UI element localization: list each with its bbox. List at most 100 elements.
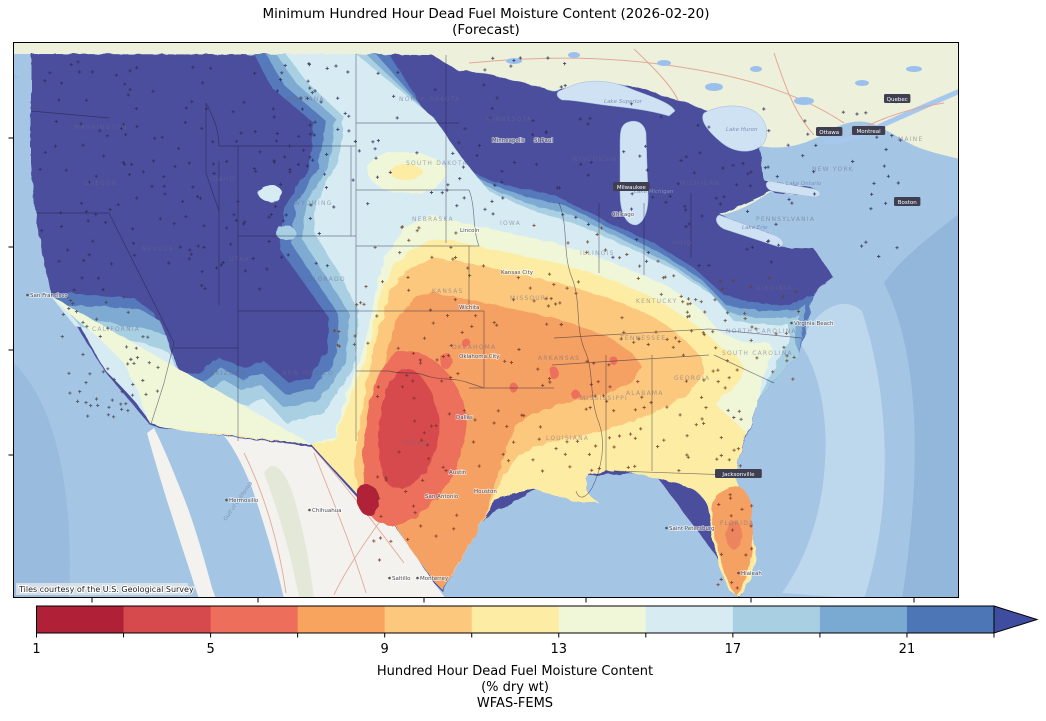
water-label: Lake Superior (604, 99, 643, 105)
station-marker-group (332, 223, 663, 352)
band-3-5 (378, 369, 439, 489)
city-label: Virginia Beach (794, 321, 834, 327)
band-11-13-sd (390, 164, 422, 180)
city-label: San Francisco (30, 293, 68, 299)
city-label: San Antonio (425, 494, 459, 500)
pale-spot-wy1 (258, 185, 282, 201)
station-markers (38, 56, 902, 590)
city-label: Dallas (456, 415, 473, 421)
station-marker-group (252, 62, 361, 219)
colorbar-bin-15-17 (645, 606, 734, 633)
city-label: Montreal (857, 129, 882, 135)
city-dot (665, 526, 668, 530)
state-label: PENNSYLVANIA (756, 216, 815, 223)
forecast-map: WASHINGTON OREGON IDAHO MONTANA NORTH DAKOTA… (14, 43, 958, 597)
city-badge (894, 197, 921, 206)
state-label: MISSOURI (510, 295, 549, 302)
city-label: Houston (474, 489, 497, 495)
city-label: Saltillo (392, 576, 411, 582)
city-badge (852, 126, 886, 135)
state-label: OKLAHOMA (452, 344, 496, 351)
state-label: ALABAMA (626, 390, 664, 397)
city-label: Jacksonville (721, 472, 755, 478)
colorbar-bin-3-5 (123, 606, 212, 633)
svg-text:Tiles courtesy of the U.S. Geo: Tiles courtesy of the U.S. Geological Su… (18, 585, 194, 594)
state-label: MINNESOTA (486, 116, 532, 123)
city-dot (790, 321, 793, 325)
station-marker-group (366, 56, 567, 217)
colorbar-bin-17-19 (732, 606, 821, 633)
state-label: OREGON (84, 180, 118, 187)
map-labels: WASHINGTON OREGON IDAHO MONTANA NORTH DAKOTA… (26, 94, 923, 583)
colorbar-outline (36, 605, 995, 634)
water-label: Lake Huron (726, 127, 758, 133)
colorbar-bin-9-11 (384, 606, 473, 633)
city-badge (613, 182, 650, 191)
state-label: IDAHO (210, 176, 236, 183)
state-label: IOWA (500, 220, 521, 227)
city-label: Lincoln (460, 228, 480, 234)
map-canvas: WASHINGTON OREGON IDAHO MONTANA NORTH DAKOTA… (13, 42, 959, 598)
city-dot (388, 576, 391, 580)
colorbar-label-block: Hundred Hour Dead Fuel Moisture Content … (377, 664, 653, 711)
state-label: GEORGIA (674, 375, 710, 382)
water-label: Lake Erie (742, 225, 768, 231)
city-label: Minneapolis (492, 138, 525, 144)
state-label: MAINE (898, 136, 923, 143)
state-label: MONTANA (286, 96, 325, 103)
colorbar-bin-1-3 (36, 606, 125, 633)
city-label: Milwaukee (617, 185, 647, 191)
state-label: CALIFORNIA (92, 326, 140, 333)
state-label: NEW MEXICO (282, 370, 334, 377)
atlantic-shelf (782, 303, 885, 597)
colorbar-tick-label: 21 (899, 642, 916, 657)
colorbar-bin-19-21 (819, 606, 908, 633)
station-marker-group (38, 60, 329, 292)
colorbar-bin-5-7 (210, 606, 299, 633)
station-marker-group (372, 475, 459, 562)
state-label: SOUTH DAKOTA (406, 160, 468, 167)
colorbar-bin-21-23 (906, 606, 995, 633)
state-label: LOUISIANA (546, 435, 589, 442)
colorbar-bin-13-15 (558, 606, 647, 633)
station-marker-group (661, 274, 801, 390)
colorbar-tick-label: 5 (206, 642, 214, 657)
colorbar-tick-label: 13 (550, 642, 567, 657)
water-label: Lake Ontario (786, 181, 822, 187)
city-label: Hialeah (741, 571, 762, 577)
state-label: NEW YORK (812, 166, 854, 173)
colorbar-tick-label: 17 (725, 642, 742, 657)
state-label: ILLINOIS (580, 250, 615, 257)
state-label: UTAH (229, 256, 250, 263)
station-marker-group (716, 493, 754, 590)
station-marker-group (574, 100, 902, 268)
figure-title: Minimum Hundred Hour Dead Fuel Moisture … (13, 6, 959, 38)
state-label: NORTH DAKOTA (399, 96, 461, 103)
city-label: Ottawa (819, 130, 839, 136)
state-label: WYOMING (294, 200, 332, 207)
city-label: Saint Petersburg (669, 526, 715, 532)
state-label: NORTH CAROLINA (726, 328, 797, 335)
colorbar-label-line2: (% dry wt) (481, 680, 549, 695)
state-label: FLORIDA (720, 520, 754, 527)
great-lakes (556, 80, 821, 248)
city-label: Kansas City (501, 270, 534, 276)
pale-spot-wy2 (276, 226, 296, 240)
state-label: NEVADA (142, 246, 174, 253)
state-label: WASHINGTON (74, 124, 128, 131)
state-label: OHIO (672, 240, 693, 247)
band-7-9-fl (726, 521, 742, 549)
state-label: NEBRASKA (412, 216, 454, 223)
canada-lakes (14, 52, 922, 112)
title-line-2: (Forecast) (452, 22, 520, 38)
city-dot (308, 508, 311, 512)
state-label: MICHIGAN (680, 180, 720, 187)
state-label: ARIZONA (210, 370, 246, 377)
state-label: VIRGINIA (756, 285, 792, 292)
city-label: Boston (898, 200, 918, 206)
colorbar-extend-arrow (993, 605, 1039, 634)
state-label: COLORADO (302, 276, 346, 283)
deep-atlantic (884, 214, 958, 597)
water-label: Lake Michigan (634, 189, 674, 195)
